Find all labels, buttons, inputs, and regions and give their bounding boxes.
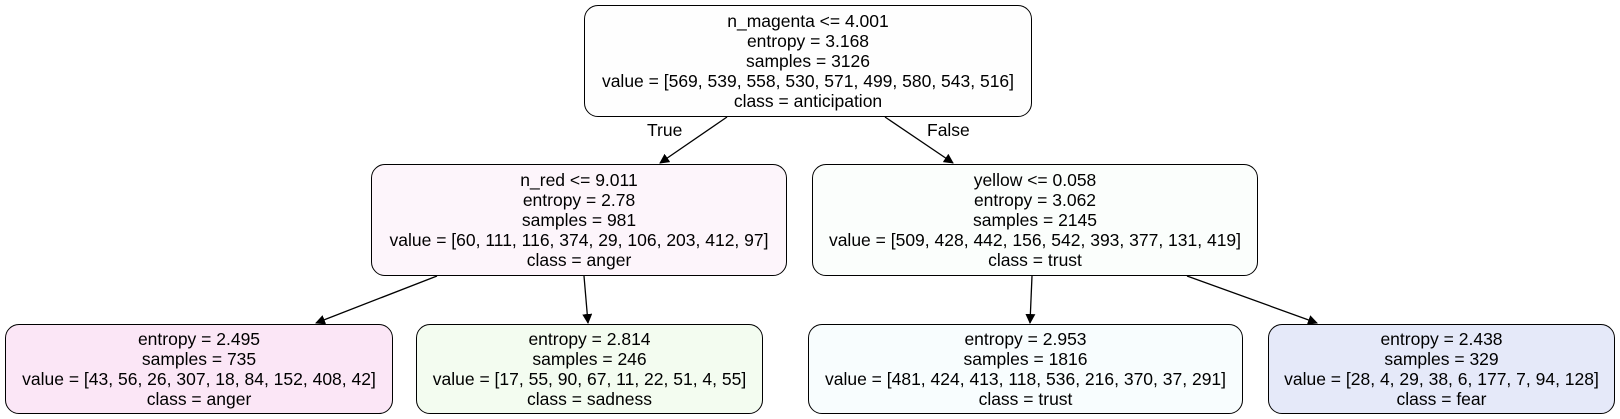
node-entropy: entropy = 2.78 — [522, 190, 636, 210]
node-entropy: entropy = 2.438 — [1380, 329, 1503, 349]
edge-left-leftleft — [315, 275, 438, 325]
tree-leaf-left-left: entropy = 2.495 samples = 735 value = [4… — [5, 324, 393, 414]
node-samples: samples = 246 — [532, 349, 647, 369]
node-samples: samples = 1816 — [963, 349, 1088, 369]
edge-label-true: True — [647, 120, 683, 140]
node-value: value = [481, 424, 413, 118, 536, 216, 3… — [824, 369, 1227, 389]
tree-node-right: yellow <= 0.058 entropy = 3.062 samples … — [812, 164, 1258, 276]
node-value: value = [43, 56, 26, 307, 18, 84, 152, 4… — [22, 369, 376, 389]
node-split-condition: n_magenta <= 4.001 — [727, 11, 889, 31]
node-value: value = [17, 55, 90, 67, 11, 22, 51, 4, … — [432, 369, 747, 389]
edge-label-false: False — [927, 120, 970, 140]
tree-leaf-right-right: entropy = 2.438 samples = 329 value = [2… — [1268, 324, 1615, 414]
node-samples: samples = 2145 — [972, 210, 1098, 230]
node-class: class = anger — [146, 389, 252, 409]
node-samples: samples = 735 — [141, 349, 257, 369]
node-class: class = fear — [1396, 389, 1487, 409]
node-class: class = anticipation — [733, 91, 883, 111]
node-entropy: entropy = 3.062 — [973, 190, 1097, 210]
tree-node-root: n_magenta <= 4.001 entropy = 3.168 sampl… — [584, 5, 1032, 117]
edge-right-rightleft — [1025, 275, 1036, 324]
node-class: class = anger — [526, 250, 632, 270]
node-samples: samples = 981 — [521, 210, 637, 230]
node-class: class = trust — [978, 389, 1073, 409]
node-value: value = [509, 428, 442, 156, 542, 393, 3… — [828, 230, 1242, 250]
tree-leaf-right-left: entropy = 2.953 samples = 1816 value = [… — [808, 324, 1243, 414]
edge-left-leftright — [582, 275, 593, 324]
node-split-condition: n_red <= 9.011 — [520, 170, 638, 190]
node-entropy: entropy = 2.495 — [137, 329, 261, 349]
node-split-condition: yellow <= 0.058 — [973, 170, 1097, 190]
edge-root-left — [659, 116, 728, 164]
node-value: value = [60, 111, 116, 374, 29, 106, 203… — [389, 230, 769, 250]
node-entropy: entropy = 3.168 — [746, 31, 870, 51]
node-entropy: entropy = 2.953 — [964, 329, 1087, 349]
tree-leaf-left-right: entropy = 2.814 samples = 246 value = [1… — [416, 324, 763, 414]
node-class: class = sadness — [527, 389, 652, 409]
tree-node-left: n_red <= 9.011 entropy = 2.78 samples = … — [371, 164, 787, 276]
node-entropy: entropy = 2.814 — [528, 329, 651, 349]
node-value: value = [28, 4, 29, 38, 6, 177, 7, 94, 1… — [1284, 369, 1599, 389]
edge-root-right — [884, 116, 954, 164]
edge-right-rightright — [1186, 275, 1318, 325]
node-samples: samples = 329 — [1384, 349, 1499, 369]
node-value: value = [569, 539, 558, 530, 571, 499, 5… — [601, 71, 1015, 91]
node-samples: samples = 3126 — [745, 51, 871, 71]
node-class: class = trust — [988, 250, 1082, 270]
